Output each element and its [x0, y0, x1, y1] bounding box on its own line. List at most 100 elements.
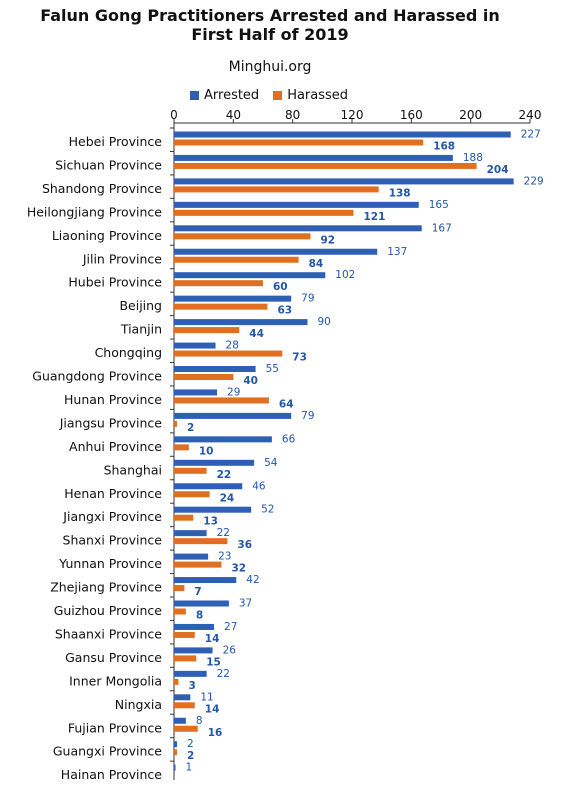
- category-label: Shandong Province: [42, 181, 162, 196]
- bar-arrested: [174, 389, 218, 396]
- category-label: Tianjin: [120, 322, 162, 337]
- category-label: Hubei Province: [68, 275, 162, 290]
- bar-harassed: [174, 467, 207, 474]
- data-label-arrested: 46: [252, 480, 266, 492]
- category-label: Ningxia: [115, 697, 162, 712]
- data-label-harassed: 15: [206, 656, 221, 668]
- bar-harassed: [174, 678, 179, 685]
- data-label-harassed: 92: [320, 234, 335, 246]
- bar-harassed: [174, 561, 222, 568]
- data-label-arrested: 2: [187, 738, 194, 750]
- bar-arrested: [174, 366, 256, 372]
- bar-harassed: [174, 209, 354, 216]
- data-label-arrested: 165: [429, 199, 449, 211]
- bar-arrested: [174, 717, 186, 724]
- bar-arrested: [174, 577, 237, 584]
- data-label-harassed: 14: [205, 703, 220, 715]
- data-label-harassed: 2: [187, 422, 194, 434]
- chart-title-line-1: Falun Gong Practitioners Arrested and Ha…: [40, 6, 500, 25]
- data-label-harassed: 73: [292, 352, 307, 364]
- chart-subtitle-source: Minghui.org: [228, 59, 312, 75]
- category-label: Hainan Province: [61, 767, 163, 782]
- bar-harassed: [174, 608, 186, 615]
- data-label-harassed: 8: [196, 610, 203, 622]
- x-tick-label: 0: [170, 108, 178, 122]
- bar-arrested: [174, 225, 422, 232]
- bar-arrested: [174, 295, 292, 302]
- bar-arrested: [174, 178, 514, 185]
- bar-arrested: [174, 647, 213, 654]
- bar-arrested: [174, 764, 176, 771]
- category-label: Shanxi Province: [63, 533, 163, 548]
- x-tick-label: 200: [459, 108, 482, 122]
- data-label-arrested: 22: [217, 527, 230, 539]
- category-label: Jilin Province: [82, 251, 162, 266]
- bar-arrested: [174, 342, 216, 349]
- data-label-harassed: 14: [205, 633, 220, 645]
- data-label-arrested: 167: [432, 222, 452, 234]
- category-label: Guizhou Province: [54, 603, 163, 618]
- bar-arrested: [174, 131, 511, 138]
- bar-harassed: [174, 327, 240, 334]
- bar-arrested: [174, 600, 229, 607]
- category-label: Hebei Province: [69, 134, 163, 149]
- bar-harassed: [174, 256, 299, 263]
- data-label-arrested: 66: [282, 433, 296, 445]
- x-tick-label: 40: [226, 108, 241, 122]
- data-label-harassed: 40: [243, 375, 258, 387]
- data-label-arrested: 1: [186, 762, 193, 774]
- data-label-harassed: 2: [187, 750, 194, 762]
- x-tick-label: 160: [400, 108, 423, 122]
- data-label-arrested: 55: [266, 363, 279, 375]
- bar-harassed: [174, 162, 477, 169]
- legend-label-arrested: Arrested: [204, 88, 260, 103]
- data-label-harassed: 63: [277, 305, 292, 317]
- data-label-arrested: 22: [217, 668, 230, 680]
- bar-arrested: [174, 248, 378, 255]
- data-label-arrested: 26: [223, 644, 237, 656]
- data-label-arrested: 229: [524, 175, 544, 187]
- bar-harassed: [174, 420, 177, 427]
- data-label-arrested: 79: [301, 293, 314, 305]
- data-label-arrested: 27: [224, 621, 237, 633]
- bar-harassed: [174, 491, 210, 498]
- data-label-harassed: 60: [273, 281, 288, 293]
- legend-swatch-harassed: [273, 91, 283, 100]
- category-label: Gansu Province: [65, 650, 162, 665]
- bar-harassed: [174, 139, 424, 146]
- category-label: Jiangsu Province: [59, 415, 163, 430]
- data-label-harassed: 168: [433, 141, 455, 153]
- data-label-harassed: 64: [279, 398, 294, 410]
- bar-arrested: [174, 459, 255, 466]
- data-label-arrested: 8: [196, 715, 203, 727]
- data-label-arrested: 188: [463, 152, 483, 164]
- category-label: Jiangxi Province: [62, 509, 162, 524]
- bar-harassed: [174, 514, 194, 521]
- data-label-arrested: 90: [318, 316, 331, 328]
- bar-arrested: [174, 201, 419, 208]
- bar-arrested: [174, 154, 453, 161]
- bar-arrested: [174, 272, 326, 279]
- data-label-harassed: 22: [217, 469, 232, 481]
- data-label-harassed: 44: [249, 328, 264, 340]
- bar-arrested: [174, 670, 207, 677]
- data-label-harassed: 10: [199, 445, 214, 457]
- data-label-arrested: 37: [239, 598, 252, 610]
- bar-arrested: [174, 623, 215, 630]
- bar-harassed: [174, 374, 234, 380]
- chart-title-line-2: First Half of 2019: [191, 25, 349, 44]
- data-label-harassed: 7: [194, 586, 201, 598]
- data-label-harassed: 138: [389, 187, 411, 199]
- category-label: Henan Province: [64, 486, 162, 501]
- data-label-harassed: 13: [203, 516, 218, 528]
- data-label-harassed: 204: [487, 164, 509, 176]
- bar-harassed: [174, 350, 283, 357]
- bar-harassed: [174, 233, 311, 240]
- data-label-arrested: 11: [200, 691, 213, 703]
- bar-harassed: [174, 702, 195, 709]
- legend-item-harassed: Harassed: [273, 88, 348, 103]
- category-label: Zhejiang Province: [50, 580, 162, 595]
- bar-arrested: [174, 553, 209, 560]
- category-label: Chongqing: [95, 345, 162, 360]
